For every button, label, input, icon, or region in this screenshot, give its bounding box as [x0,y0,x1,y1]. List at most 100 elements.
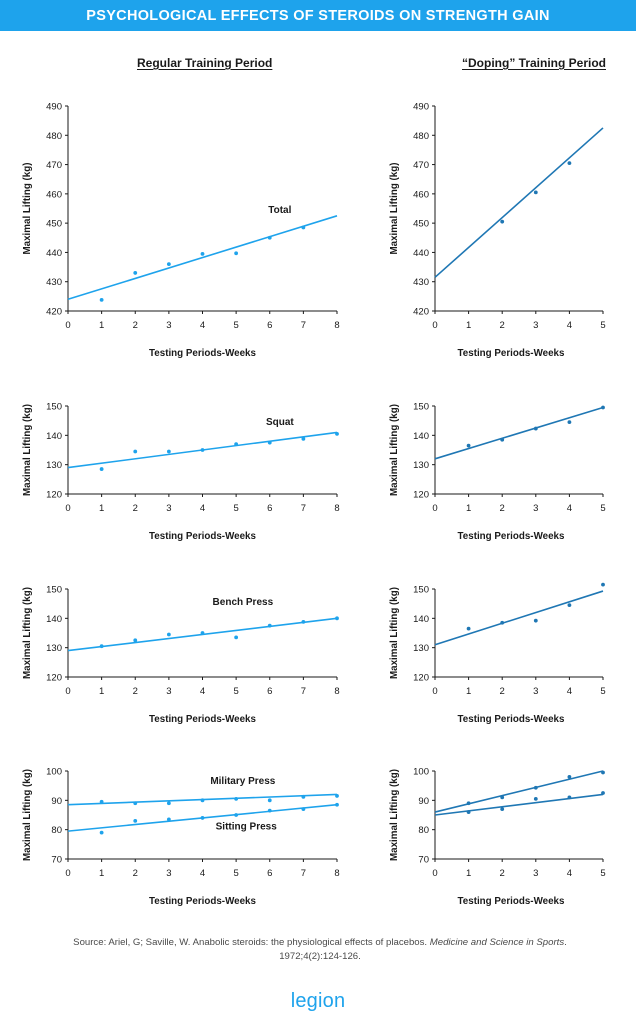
chart-1-x-tick-label: 5 [233,320,238,331]
chart-7-series-1-point [267,798,272,803]
chart-1-series-1-label: Total [268,205,291,216]
chart-5-series-1-point [234,635,239,640]
chart-1-x-tick-label: 1 [99,320,104,331]
chart-8-series-2-point [601,791,605,795]
chart-6-series-1-point [500,620,505,625]
chart-3-y-tick-label: 140 [46,431,62,442]
chart-3-x-tick-label: 6 [267,503,272,514]
chart-7-y-tick-label: 80 [51,825,62,836]
chart-5-x-tick-label: 2 [133,686,138,697]
chart-3-series-1-point [166,449,171,454]
chart-6-series-1-trendline [434,590,604,646]
chart-8-x-tick-label: 2 [500,868,505,879]
chart-7-series-2-point [133,818,138,823]
chart-2-y-tick-label: 470 [413,160,429,171]
chart-2-y-tick-label: 480 [413,131,429,142]
chart-4-x-tick-label: 3 [533,503,538,514]
chart-6-y-tick-label: 140 [413,614,429,625]
chart-1-series-1-point [200,251,205,256]
chart-8-x-tick-label: 0 [432,868,437,879]
chart-4-series-1-point [466,443,471,448]
doping-period-heading: “Doping” Training Period [462,56,606,70]
chart-7-series-2-label: Sitting Press [216,822,278,833]
chart-1-y-tick-label: 440 [46,248,62,259]
chart-1-x-tick-label: 8 [334,320,339,331]
chart-6-x-tick-label: 5 [600,686,605,697]
chart-6-y-tick-label: 150 [413,585,429,596]
chart-7-x-tick-label: 7 [301,868,306,879]
chart-7-y-axis-label: Maximal Lifting (kg) [22,769,33,861]
chart-7-series-1-point [335,794,339,798]
chart-1-series-1-point [267,235,272,240]
chart-3-series-1-point [133,449,138,454]
chart-1-y-tick-label: 470 [46,160,62,171]
chart-8-x-tick-label: 3 [533,868,538,879]
chart-5-series-1-label: Bench Press [213,597,274,608]
chart-5-series-1-point [99,644,104,649]
chart-2-x-tick-label: 5 [600,320,605,331]
chart-2-y-tick-label: 450 [413,219,429,230]
chart-8-x-axis-label: Testing Periods-Weeks [458,896,565,907]
chart-8-series-2-trendline [434,793,604,816]
chart-6-y-tick-label: 130 [413,643,429,654]
chart-3-series-1-label: Squat [266,417,294,428]
chart-6-x-tick-label: 1 [466,686,471,697]
chart-2-x-axis-label: Testing Periods-Weeks [458,348,565,359]
chart-3-y-tick-label: 120 [46,490,62,501]
chart-4-series-1-point [567,420,572,425]
chart-1-series-1-point [234,251,239,256]
chart-4-series-1-point [533,426,538,431]
chart-3-x-axis-label: Testing Periods-Weeks [149,531,256,542]
chart-1-series-1-point [133,271,138,275]
chart-4-x-tick-label: 0 [432,503,437,514]
chart-5-series-1-point [335,616,339,621]
chart-2-x-tick-label: 0 [432,320,437,331]
chart-7-series-1-point [200,798,205,803]
chart-6-series-1-point [533,618,538,623]
chart-2-x-tick-label: 3 [533,320,538,331]
chart-5-series-1-point [267,623,272,628]
chart-8-series-2-point [500,807,505,812]
chart-8-x-tick-label: 5 [600,868,605,879]
brand-logo: legion [290,990,346,1012]
chart-5-x-tick-label: 8 [334,686,339,697]
chart-7-series-2-point [234,813,239,817]
chart-7-series-2-point [335,802,339,807]
chart-5-x-tick-label: 7 [301,686,306,697]
source-prefix: Source: Ariel, G; Saville, W. Anabolic s… [73,937,430,948]
chart-1-y-tick-label: 490 [46,102,62,113]
chart-3-x-tick-label: 0 [65,503,70,514]
chart-4-x-axis-label: Testing Periods-Weeks [458,531,565,542]
chart-2-y-tick-label: 420 [413,307,429,318]
chart-5-y-tick-label: 130 [46,643,62,654]
chart-1-y-tick-label: 480 [46,131,62,142]
chart-5-x-tick-label: 3 [166,686,171,697]
chart-1-y-tick-label: 450 [46,219,62,230]
chart-8-y-tick-label: 100 [413,767,429,778]
chart-6-series-1-point [601,582,605,587]
chart-2-series-1-point [533,190,538,195]
chart-1-series-1-trendline [67,215,338,301]
chart-7-y-tick-label: 90 [51,796,62,807]
chart-1-y-tick-label: 460 [46,189,62,200]
chart-8-series-1-point [500,795,505,800]
chart-3-y-tick-label: 130 [46,460,62,471]
chart-4-y-tick-label: 120 [413,490,429,501]
source-citation: Source: Ariel, G; Saville, W. Anabolic s… [60,936,580,964]
chart-7-series-1-point [166,801,171,806]
chart-7-x-tick-label: 6 [267,868,272,879]
chart-3-x-tick-label: 1 [99,503,104,514]
chart-4-y-tick-label: 140 [413,431,429,442]
chart-8-y-tick-label: 90 [418,796,429,807]
chart-3-series-1-point [99,467,104,471]
chart-5-y-axis-label: Maximal Lifting (kg) [22,587,33,679]
chart-7-series-1-point [133,801,138,806]
chart-3-x-tick-label: 3 [166,503,171,514]
chart-7-x-tick-label: 8 [334,868,339,879]
chart-7-series-2-point [200,816,205,820]
chart-6-y-axis-label: Maximal Lifting (kg) [389,587,400,679]
chart-7-series-1-point [99,799,104,804]
chart-2-series-1-point [500,219,505,224]
chart-8-series-1-point [601,770,605,775]
